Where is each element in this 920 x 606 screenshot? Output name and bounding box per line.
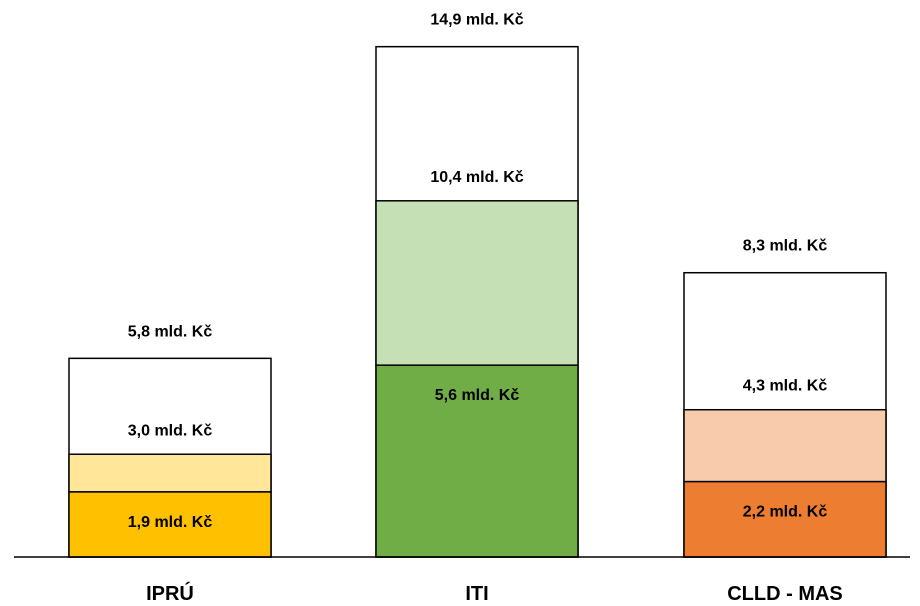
- label-bottom-ipr-: 1,9 mld. Kč: [128, 514, 213, 531]
- label-total-clld-mas: 8,3 mld. Kč: [743, 238, 828, 255]
- category-label-clld-mas: CLLD - MAS: [727, 583, 843, 605]
- bar-middle-ipr-: [68, 453, 272, 493]
- label-total-ipr-: 5,8 mld. Kč: [128, 323, 213, 340]
- labels-group: 5,8 mld. Kč 3,0 mld. Kč 1,9 mld. Kč IPRÚ 14,…: [128, 12, 843, 605]
- label-middle-iti: 10,4 mld. Kč: [430, 169, 523, 186]
- label-bottom-clld-mas: 2,2 mld. Kč: [743, 504, 828, 521]
- bar-bottom-clld-mas: [683, 480, 887, 558]
- bar-bottom-iti: [375, 364, 579, 558]
- category-label-ipr-: IPRÚ: [146, 581, 194, 605]
- label-middle-clld-mas: 4,3 mld. Kč: [743, 378, 828, 395]
- label-bottom-iti: 5,6 mld. Kč: [435, 387, 520, 404]
- category-label-iti: ITI: [465, 583, 488, 605]
- bar-middle-iti: [375, 200, 579, 366]
- label-middle-ipr-: 3,0 mld. Kč: [128, 422, 213, 439]
- bar-middle-clld-mas: [683, 408, 887, 483]
- label-total-iti: 14,9 mld. Kč: [430, 12, 523, 29]
- bars-group: [68, 45, 887, 558]
- bar-bottom-ipr-: [68, 491, 272, 558]
